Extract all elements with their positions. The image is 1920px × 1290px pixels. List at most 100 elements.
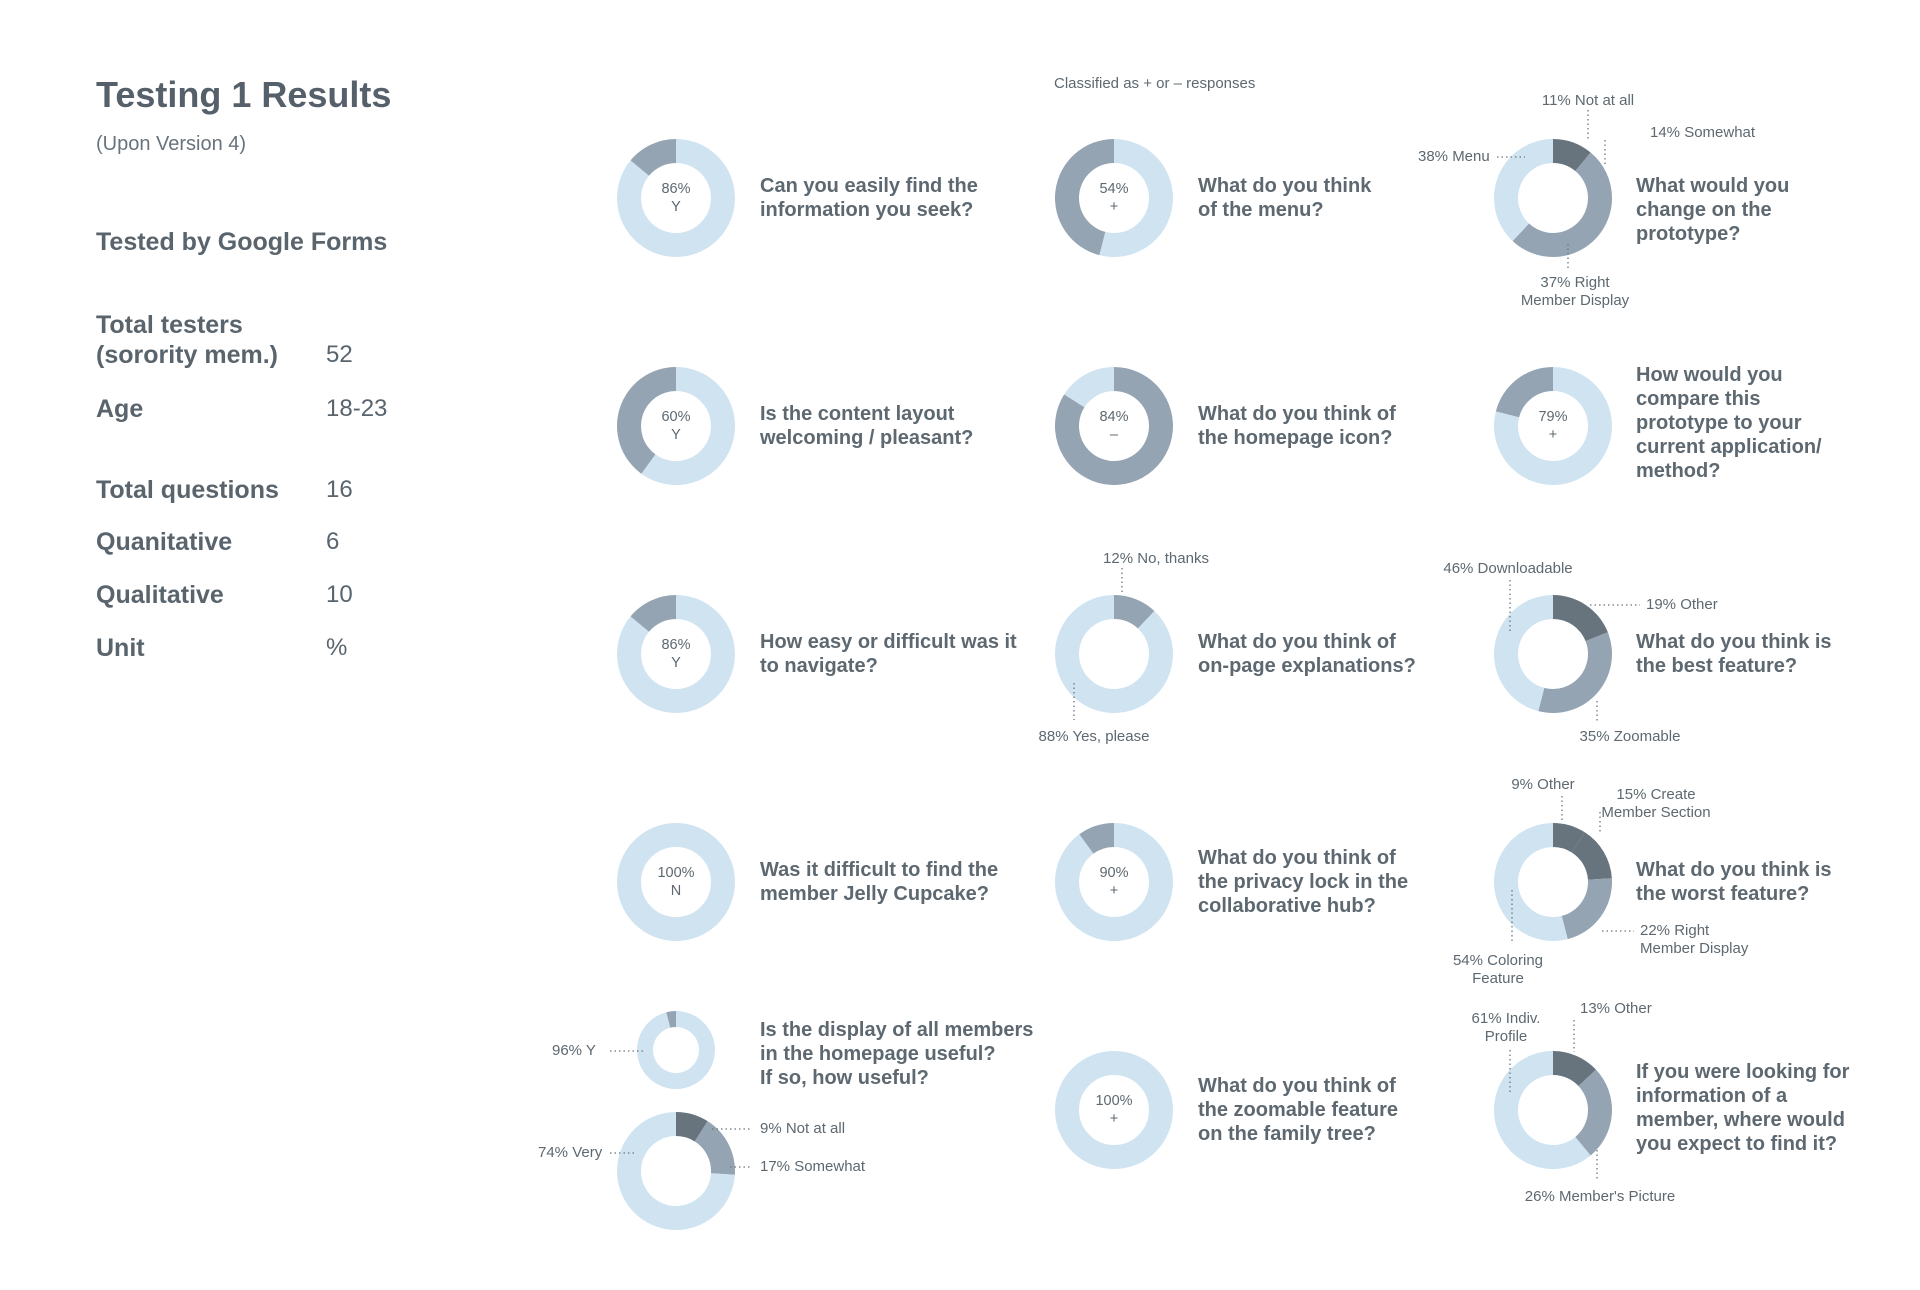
donut-center-text: Y [671, 655, 681, 671]
donut-center-label: 54% + [1079, 180, 1149, 216]
donut-slice [1494, 367, 1612, 486]
chart-question-line: How easy or difficult was it [760, 631, 1017, 653]
chart-question-line: member, where would [1636, 1109, 1845, 1131]
donut-chart [1054, 595, 1173, 713]
donut-chart [617, 1112, 736, 1230]
donut-slice [617, 595, 735, 713]
donut-center-text: 54% [1099, 181, 1129, 197]
slice-label-line: 19% Other [1646, 596, 1718, 613]
stat-label-line: (sorority mem.) [96, 341, 278, 369]
chart-question: What would you change on the prototype? [1636, 174, 1789, 246]
chart-question-line: What do you think of [1198, 403, 1396, 425]
page-title: Testing 1 Results [96, 74, 392, 115]
slice-label-line: 88% Yes, please [1038, 728, 1150, 745]
chart-question-line: the privacy lock in the [1198, 871, 1409, 893]
slice-label: 11% Not at all [1438, 92, 1738, 110]
donut-slice [617, 1112, 735, 1230]
donut-slice [617, 139, 735, 257]
donut-center-text: – [1109, 427, 1119, 443]
slice-label-line: 9% Not at all [760, 1120, 846, 1137]
donut-chart [1494, 1051, 1613, 1169]
slice-label-line: Profile [1484, 1028, 1528, 1045]
slice-label: 26% Member's Picture [1450, 1188, 1750, 1206]
donut-slice [1055, 823, 1174, 942]
chart-question-line: method? [1636, 460, 1721, 482]
donut-center-text: 86% [661, 181, 691, 197]
donut-slice [1055, 367, 1174, 485]
slice-label: 38% Menu [1418, 148, 1490, 166]
stat-label-line: Total questions [96, 476, 279, 504]
slice-label: 9% Other [1393, 776, 1693, 794]
donut-center-text: Y [671, 427, 681, 443]
slice-label: 35% Zoomable [1480, 728, 1780, 746]
donut-center-text: 79% [1538, 409, 1568, 425]
slice-label: 13% Other [1580, 1000, 1652, 1018]
slice-label: 12% No, thanks [1006, 550, 1306, 568]
chart-question: What do you think of the menu? [1198, 174, 1371, 222]
donut-center-text: 100% [1095, 1093, 1133, 1109]
donut-slice [1553, 595, 1608, 642]
donut-center-text: 60% [661, 409, 691, 425]
slice-label: 15% Create Member Section [1506, 786, 1806, 822]
slice-label-line: 37% Right [1540, 274, 1610, 291]
donut-slice [617, 823, 735, 941]
stat-value: 10 [326, 581, 353, 608]
donut-slice [1495, 367, 1553, 418]
chart-question-line: What do you think of [1198, 847, 1396, 869]
donut-center-label: 86% Y [641, 180, 711, 216]
stat-value: 16 [326, 476, 353, 503]
chart-question: Can you easily find the information you s… [760, 174, 978, 222]
chart-question-line: Can you easily find the [760, 175, 978, 197]
slice-label: 37% Right Member Display [1425, 274, 1725, 310]
stat-value: 18-23 [326, 395, 388, 422]
slice-label-line: 9% Other [1511, 776, 1575, 793]
chart-question-line: Is the display of all members [760, 1019, 1034, 1041]
stat-label: Age [96, 394, 143, 424]
donut-chart [617, 139, 735, 257]
donut-center-text: + [1548, 427, 1558, 443]
chart-question-line: information you seek? [760, 199, 974, 221]
donut-center-text: + [1109, 883, 1119, 899]
chart-question-line: What do you think [1198, 175, 1372, 197]
slice-label-line: 74% Very [538, 1144, 603, 1161]
stat-label-line: Quanitative [96, 528, 233, 556]
slice-label: 19% Other [1646, 596, 1718, 614]
slice-label: 17% Somewhat [760, 1158, 865, 1176]
chart-question-line: on-page explanations? [1198, 655, 1416, 677]
slice-label: 88% Yes, please [944, 728, 1244, 746]
tested-by-label: Tested by Google Forms [96, 228, 388, 256]
chart-question-line: prototype to your [1636, 412, 1802, 434]
stat-label-line: Unit [96, 634, 145, 662]
donut-slice [1064, 367, 1114, 408]
chart-question-line: information of a [1636, 1085, 1788, 1107]
slice-label-line: 11% Not at all [1541, 92, 1635, 109]
chart-question-line: of the menu? [1198, 199, 1324, 221]
chart-question-line: Was it difficult to find the [760, 859, 999, 881]
donut-slice [1114, 595, 1155, 629]
slice-label-line: 46% Downloadable [1443, 560, 1573, 577]
stat-value: 52 [326, 341, 353, 368]
slice-label-line: Member Display [1640, 940, 1749, 957]
chart-question-line: the worst feature? [1636, 883, 1810, 905]
donut-slice [1494, 1051, 1591, 1169]
donut-slice [1099, 139, 1174, 258]
donut-chart [637, 1011, 716, 1089]
donut-chart [1055, 823, 1174, 942]
slice-label: 46% Downloadable [1358, 560, 1658, 578]
chart-question: How easy or difficult was it to navigate? [760, 630, 1017, 678]
donut-center-text: 84% [1099, 409, 1129, 425]
donut-slice [641, 367, 735, 485]
slice-label-line: 13% Other [1580, 1000, 1652, 1017]
chart-question: Was it difficult to find the member Jelly… [760, 858, 998, 906]
chart-question-line: the best feature? [1636, 655, 1798, 677]
stat-value: % [326, 634, 348, 661]
donut-slice [1493, 823, 1568, 941]
donut-slice [637, 1011, 716, 1089]
donut-chart [1055, 1051, 1173, 1169]
slice-label-line: 12% No, thanks [1103, 550, 1209, 567]
classification-note: Classified as + or – responses [1054, 75, 1256, 92]
donut-center-label: 60% Y [641, 408, 711, 444]
chart-question-line: the homepage icon? [1198, 427, 1393, 449]
